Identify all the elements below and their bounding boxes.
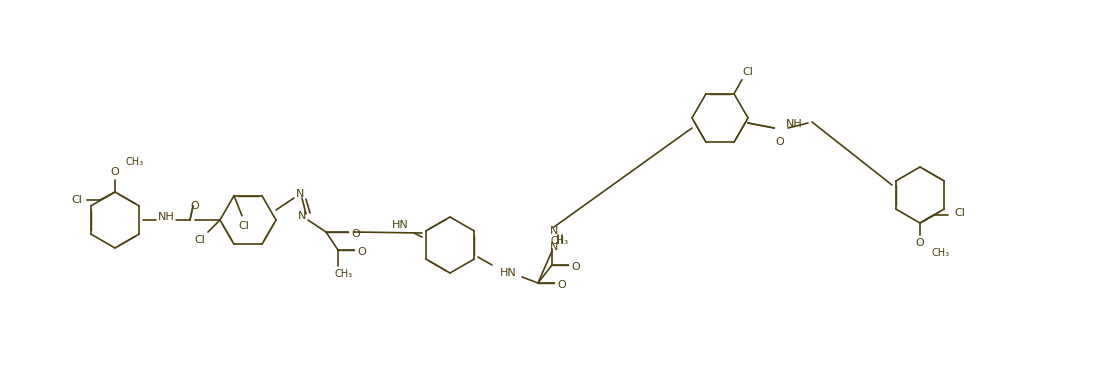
Text: NH: NH [785, 119, 802, 129]
Text: HN: HN [392, 220, 408, 230]
Text: Cl: Cl [194, 235, 205, 245]
Text: CH₃: CH₃ [932, 248, 950, 258]
Text: N: N [550, 242, 558, 252]
Text: N: N [296, 189, 304, 199]
Text: O: O [776, 137, 784, 147]
Text: NH: NH [158, 212, 174, 222]
Text: O: O [111, 167, 120, 177]
Text: Cl: Cl [238, 221, 249, 231]
Text: O: O [358, 247, 366, 257]
Text: CH₃: CH₃ [551, 236, 569, 246]
Text: Cl: Cl [71, 195, 82, 205]
Text: CH₃: CH₃ [125, 157, 143, 167]
Text: CH₃: CH₃ [335, 269, 353, 279]
Text: O: O [352, 229, 361, 239]
Text: O: O [191, 201, 200, 211]
Text: O: O [916, 238, 925, 248]
Text: O: O [557, 280, 566, 290]
Text: HN: HN [499, 268, 517, 278]
Text: N: N [297, 211, 306, 221]
Text: Cl: Cl [743, 67, 754, 77]
Text: O: O [572, 262, 580, 272]
Text: N: N [550, 226, 558, 236]
Text: Cl: Cl [954, 208, 965, 218]
